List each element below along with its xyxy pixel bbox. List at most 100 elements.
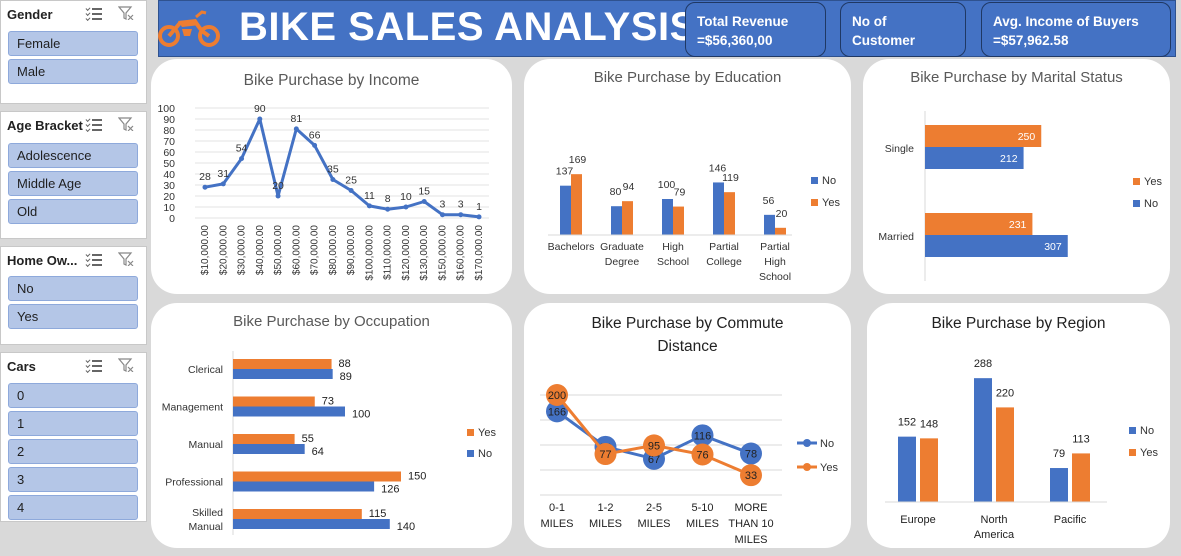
data-label: 150 — [408, 471, 426, 483]
slicer-item-female[interactable]: Female — [8, 31, 138, 56]
y-tick-label: Management — [162, 402, 223, 414]
data-label: 25 — [345, 175, 357, 187]
chart-title: Bike Purchase by Education — [593, 69, 782, 86]
x-tick-label: $110,000.00 — [383, 225, 394, 280]
data-label: 11 — [364, 190, 375, 202]
multi-select-icon[interactable] — [85, 358, 102, 373]
multi-select-icon[interactable] — [85, 117, 102, 132]
data-point — [330, 177, 336, 182]
slicer-item-no[interactable]: No — [8, 276, 138, 301]
data-label: 220 — [996, 387, 1014, 399]
data-label: 100 — [658, 179, 676, 191]
bar-yes — [622, 201, 633, 235]
kpi-avg-income: Avg. Income of Buyers =$57,962.58 — [981, 2, 1171, 57]
bar-no — [925, 147, 1024, 169]
slicer-item-yes[interactable]: Yes — [8, 304, 138, 329]
data-label: 55 — [302, 433, 314, 445]
x-tick-label: $60,000.00 — [291, 225, 302, 275]
x-tick-label: MILES — [734, 534, 767, 546]
slicer-item-0[interactable]: 0 — [8, 383, 138, 408]
data-label: 212 — [1000, 153, 1018, 165]
data-point — [366, 203, 372, 209]
slicer-item-old[interactable]: Old — [8, 199, 138, 224]
data-point — [421, 199, 427, 204]
bar-no — [233, 444, 305, 454]
clear-filter-icon[interactable] — [117, 358, 134, 373]
data-label: 100 — [352, 409, 370, 421]
slicer-item-2[interactable]: 2 — [8, 439, 138, 464]
bar-no — [233, 369, 333, 379]
chart-title: Bike Purchase by Income — [243, 72, 420, 89]
multi-select-icon[interactable] — [85, 252, 102, 267]
kpi-label: Total Revenue — [697, 14, 789, 29]
data-label: 54 — [236, 143, 248, 155]
data-label: 119 — [722, 172, 739, 184]
multi-select-icon[interactable] — [85, 6, 102, 21]
y-tick-label: 60 — [163, 147, 175, 159]
y-tick-label: Clerical — [188, 364, 223, 376]
bar-yes — [673, 206, 684, 235]
chart-title: Bike Purchase by Marital Status — [910, 69, 1123, 86]
slicer-title: Home Ow... — [7, 252, 78, 268]
slicer-item-4[interactable]: 4 — [8, 495, 138, 520]
x-tick-label: $170,000.00 — [474, 225, 485, 281]
clear-filter-icon[interactable] — [117, 117, 134, 132]
slicer-cars: Cars 0 1 2 3 4 — [0, 352, 147, 522]
bar-no — [233, 406, 345, 417]
data-point — [293, 126, 299, 132]
x-tick-label: $150,000.00 — [437, 225, 448, 281]
x-tick-label: 5-10 — [691, 502, 713, 514]
slicer-item-1[interactable]: 1 — [8, 411, 138, 436]
y-tick-label: Professional — [165, 477, 223, 489]
income-line — [204, 117, 480, 219]
y-tick-label: 30 — [163, 180, 175, 192]
legend-marker — [811, 199, 818, 206]
x-tick-label: $120,000.00 — [401, 225, 412, 281]
data-label: 126 — [381, 484, 399, 496]
card-education: Bike Purchase by Education 137 169 Bachelo… — [524, 59, 851, 294]
y-tick-label: 40 — [163, 169, 175, 181]
data-label: 250 — [1018, 131, 1036, 143]
legend-marker — [467, 450, 474, 457]
kpi-value: =$56,360,00 — [697, 33, 773, 48]
y-tick-label: Manual — [189, 439, 223, 451]
bar-no — [233, 481, 375, 492]
x-tick-label: High — [764, 256, 786, 268]
chart-title: Bike Purchase by Commute Distance — [591, 315, 784, 355]
x-tick-label: High — [662, 241, 684, 253]
x-tick-label: School — [657, 256, 689, 268]
data-label: 166 — [548, 406, 566, 418]
bar-yes — [233, 509, 362, 519]
data-label: 33 — [745, 470, 757, 482]
x-tick-label: $80,000.00 — [328, 225, 339, 275]
bar-yes — [233, 396, 315, 407]
x-tick-label: $70,000.00 — [310, 225, 321, 275]
y-tick-label: 100 — [157, 103, 175, 115]
x-tick-label: 0-1 — [549, 502, 565, 514]
x-tick-label: $20,000.00 — [218, 225, 229, 275]
clear-filter-icon[interactable] — [117, 6, 134, 21]
x-tick-label: Pacific — [1054, 514, 1087, 526]
x-tick-label: $10,000.00 — [200, 225, 211, 275]
data-label: 89 — [340, 371, 352, 383]
data-label: 31 — [217, 168, 229, 180]
y-tick-label: 90 — [163, 114, 175, 126]
slicer-item-male[interactable]: Male — [8, 59, 138, 84]
data-point — [312, 142, 318, 148]
bar-yes — [920, 438, 938, 502]
y-tick-label: Single — [885, 143, 914, 155]
kpi-total-revenue: Total Revenue =$56,360,00 — [685, 2, 826, 57]
data-label: 1 — [476, 201, 482, 213]
data-label: 152 — [898, 417, 916, 429]
legend-marker — [1133, 178, 1140, 185]
slicer-item-3[interactable]: 3 — [8, 467, 138, 492]
slicer-item-adolescence[interactable]: Adolescence — [8, 143, 138, 168]
data-point — [275, 193, 281, 199]
slicer-item-middle-age[interactable]: Middle Age — [8, 171, 138, 196]
bar-no — [233, 519, 390, 529]
bar-no — [1050, 468, 1068, 502]
data-point — [476, 214, 482, 220]
bar-no — [898, 436, 916, 502]
clear-filter-icon[interactable] — [117, 252, 134, 267]
